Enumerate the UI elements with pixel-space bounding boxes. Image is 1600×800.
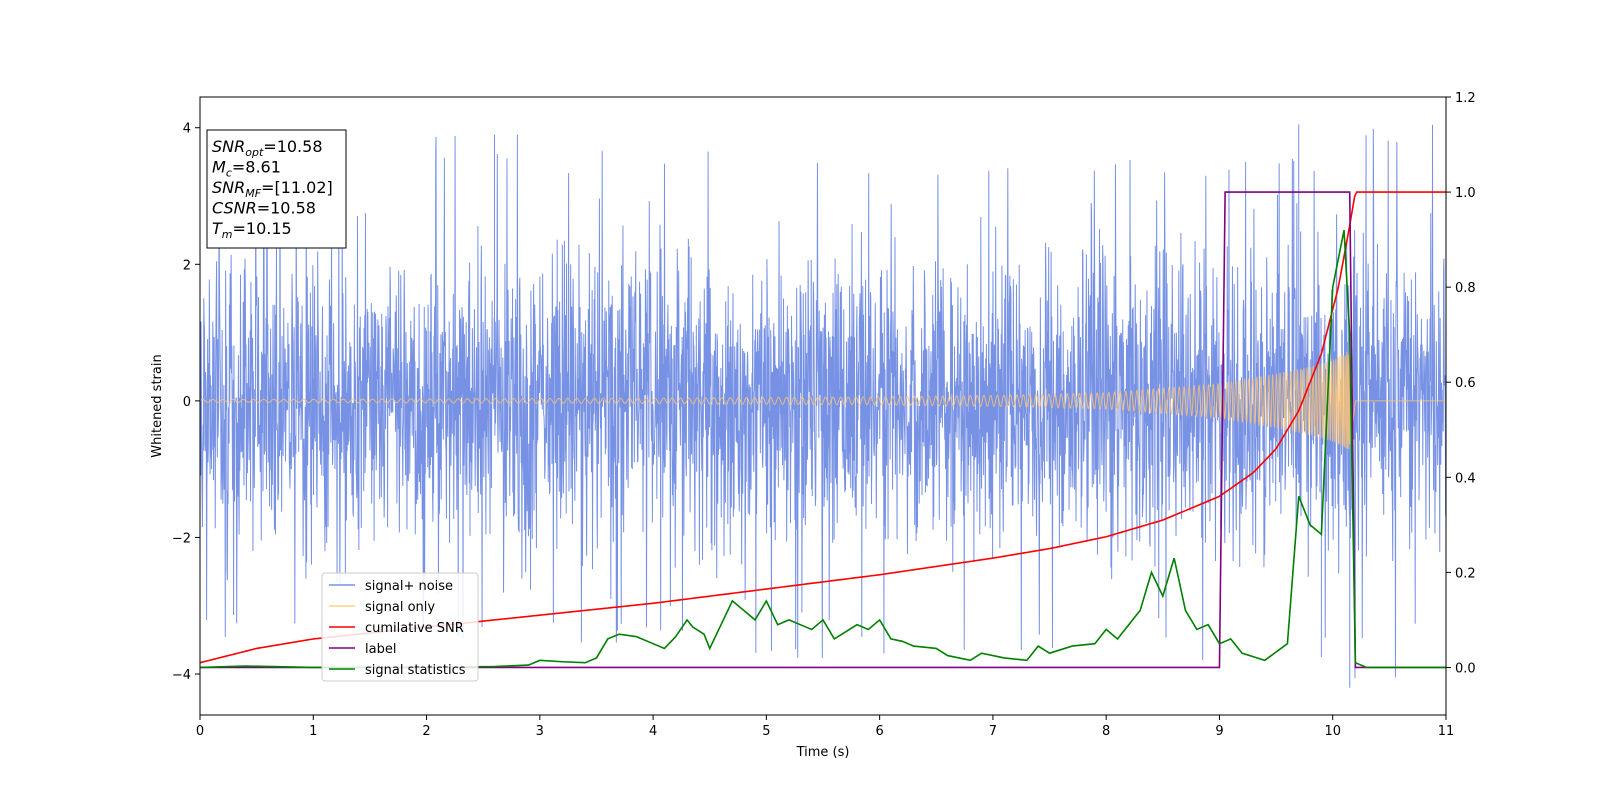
series-signal-noise	[200, 124, 1446, 688]
annotation-line: Mc=8.61	[212, 158, 281, 180]
legend-label: cumilative SNR	[365, 621, 464, 636]
plot-frame	[199, 96, 1447, 716]
series-signal-statistics	[200, 229, 1446, 669]
y-axis-right: 1.2 1.0 0.8 0.6 0.4 0.2 0.0	[1446, 91, 1476, 676]
y2-tick-label: 0.8	[1455, 281, 1476, 296]
y2-tick-label: 0.6	[1455, 376, 1476, 391]
x-tick-label: 6	[875, 724, 883, 739]
y2-tick-label: 1.0	[1455, 186, 1476, 201]
legend-label: label	[365, 642, 396, 657]
annotation-line: Tm=10.15	[212, 219, 292, 241]
y2-tick-label: 0.0	[1455, 661, 1476, 676]
x-tick-label: 1	[309, 724, 317, 739]
info-box: SNRopt=10.58Mc=8.61SNRMF=[11.02]CSNR=10.…	[206, 129, 347, 249]
series-layer	[200, 124, 1446, 688]
info-box-frame	[206, 129, 347, 249]
annotation-line: CSNR=10.58	[212, 199, 316, 218]
x-tick-label: 7	[989, 724, 997, 739]
y-tick-label: −2	[172, 531, 191, 546]
x-tick-label: 8	[1102, 724, 1110, 739]
x-axis: 0 1 2 3 4 5 6 7 8 9 10 11	[196, 715, 1454, 739]
y-tick-label: −4	[172, 668, 191, 683]
y-tick-label: 0	[183, 395, 191, 410]
legend-label: signal+ noise	[365, 579, 453, 594]
legend-frame	[321, 572, 479, 682]
y-axis-left: 4 2 0 −2 −4	[172, 122, 200, 683]
x-tick-label: 4	[649, 724, 657, 739]
y2-tick-label: 0.2	[1455, 566, 1476, 581]
y2-tick-label: 1.2	[1455, 91, 1476, 106]
annotation-line: SNRopt=10.58	[212, 137, 323, 159]
y-tick-label: 2	[183, 258, 191, 273]
x-axis-label: Time (s)	[796, 745, 850, 760]
x-tick-label: 10	[1324, 724, 1341, 739]
legend-label: signal statistics	[365, 663, 466, 678]
annotation-line: SNRMF=[11.02]	[212, 178, 333, 200]
x-tick-label: 9	[1215, 724, 1223, 739]
y2-tick-label: 0.4	[1455, 471, 1476, 486]
legend: signal+ noise signal only cumilative SNR la…	[321, 572, 479, 682]
x-tick-label: 5	[762, 724, 770, 739]
x-tick-label: 11	[1438, 724, 1455, 739]
x-tick-label: 3	[536, 724, 544, 739]
series-signal-only	[200, 351, 1446, 450]
x-tick-label: 0	[196, 724, 204, 739]
y-axis-label: Whitened strain	[150, 354, 165, 457]
x-tick-label: 2	[422, 724, 430, 739]
legend-label: signal only	[365, 600, 435, 615]
y-tick-label: 4	[183, 122, 191, 137]
